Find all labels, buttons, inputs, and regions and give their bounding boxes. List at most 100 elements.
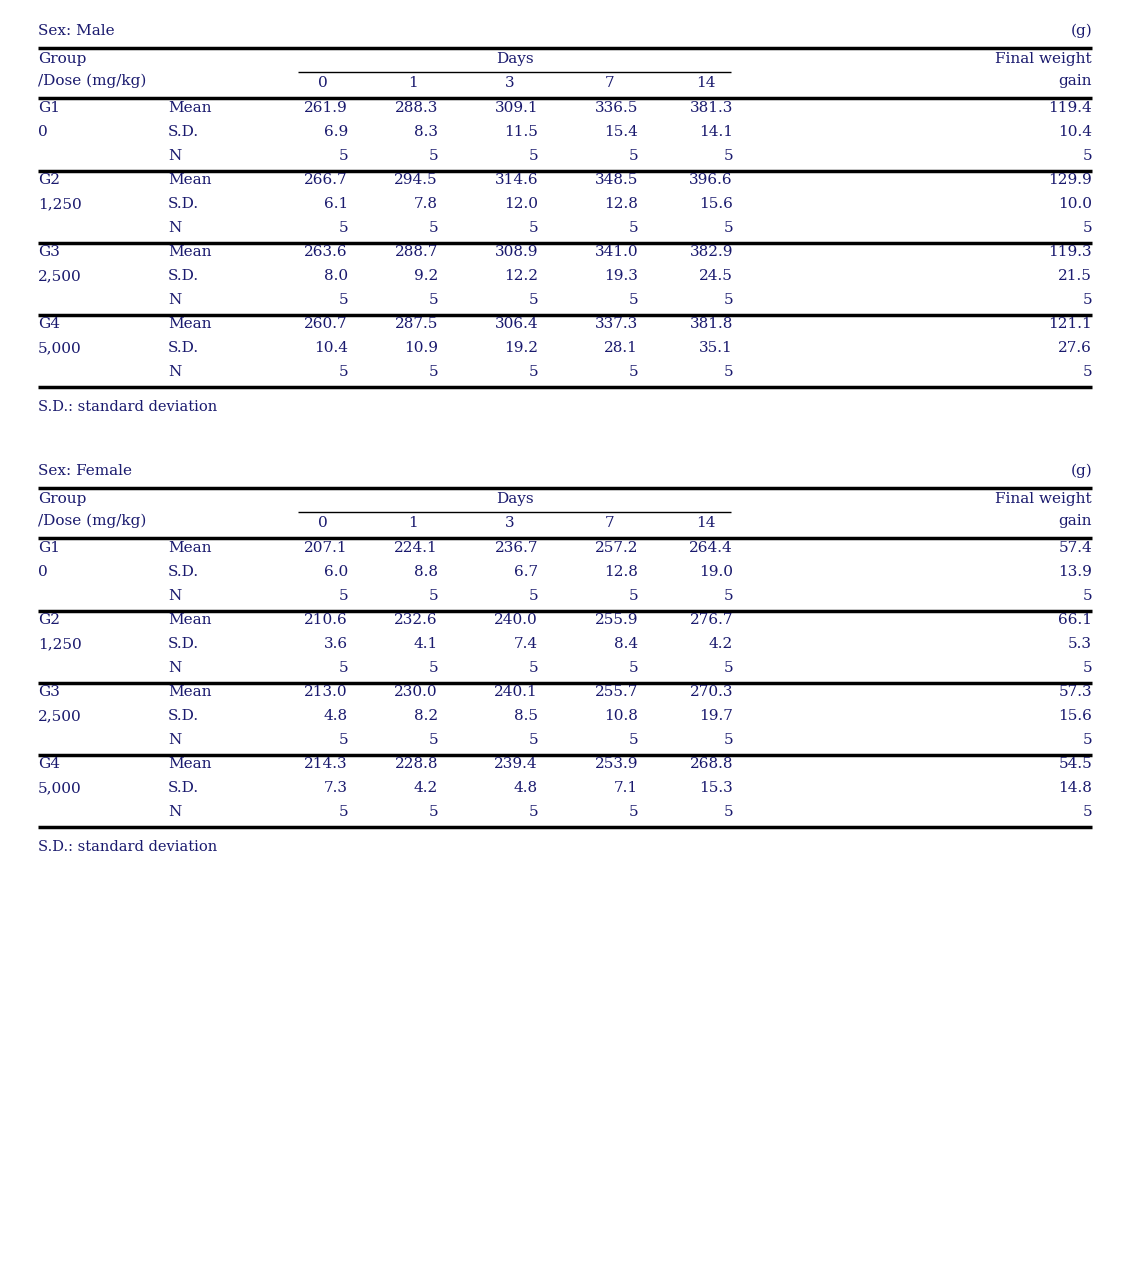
Text: Final weight: Final weight	[996, 492, 1092, 506]
Text: 5: 5	[428, 221, 438, 235]
Text: 9.2: 9.2	[414, 269, 438, 283]
Text: 10.9: 10.9	[405, 341, 438, 355]
Text: 2,500: 2,500	[38, 269, 81, 283]
Text: N: N	[168, 365, 181, 379]
Text: 0: 0	[319, 516, 328, 530]
Text: 5: 5	[1083, 149, 1092, 163]
Text: 232.6: 232.6	[394, 613, 438, 627]
Text: 19.0: 19.0	[699, 566, 733, 580]
Text: 5: 5	[428, 733, 438, 747]
Text: 207.1: 207.1	[304, 541, 348, 555]
Text: S.D.: standard deviation: S.D.: standard deviation	[38, 840, 217, 854]
Text: 230.0: 230.0	[394, 685, 438, 699]
Text: 5: 5	[529, 661, 538, 675]
Text: 5: 5	[628, 661, 638, 675]
Text: 5: 5	[723, 588, 733, 602]
Text: 0: 0	[319, 76, 328, 90]
Text: 6.1: 6.1	[324, 197, 348, 211]
Text: Mean: Mean	[168, 685, 211, 699]
Text: 14: 14	[696, 76, 715, 90]
Text: 288.7: 288.7	[394, 245, 438, 259]
Text: N: N	[168, 149, 181, 163]
Text: 5: 5	[1083, 365, 1092, 379]
Text: 396.6: 396.6	[689, 173, 733, 187]
Text: 5: 5	[428, 365, 438, 379]
Text: /Dose (mg/kg): /Dose (mg/kg)	[38, 74, 147, 89]
Text: 24.5: 24.5	[699, 269, 733, 283]
Text: 21.5: 21.5	[1058, 269, 1092, 283]
Text: 14.8: 14.8	[1058, 780, 1092, 794]
Text: 3: 3	[505, 516, 515, 530]
Text: 264.4: 264.4	[689, 541, 733, 555]
Text: 287.5: 287.5	[394, 316, 438, 330]
Text: 5: 5	[628, 221, 638, 235]
Text: 8.5: 8.5	[514, 709, 538, 723]
Text: 5: 5	[338, 149, 348, 163]
Text: S.D.: standard deviation: S.D.: standard deviation	[38, 400, 217, 414]
Text: 15.6: 15.6	[699, 197, 733, 211]
Text: 5: 5	[723, 805, 733, 819]
Text: 6.9: 6.9	[324, 125, 348, 139]
Text: 5.3: 5.3	[1068, 637, 1092, 651]
Text: 5: 5	[723, 149, 733, 163]
Text: 5: 5	[1083, 588, 1092, 602]
Text: 5: 5	[529, 294, 538, 308]
Text: 263.6: 263.6	[304, 245, 348, 259]
Text: 210.6: 210.6	[304, 613, 348, 627]
Text: 6.7: 6.7	[514, 566, 538, 580]
Text: 5: 5	[338, 733, 348, 747]
Text: 236.7: 236.7	[495, 541, 538, 555]
Text: 308.9: 308.9	[495, 245, 538, 259]
Text: 5: 5	[529, 588, 538, 602]
Text: 14.1: 14.1	[699, 125, 733, 139]
Text: 260.7: 260.7	[304, 316, 348, 330]
Text: G2: G2	[38, 173, 60, 187]
Text: 4.8: 4.8	[514, 780, 538, 794]
Text: 381.8: 381.8	[689, 316, 733, 330]
Text: 5: 5	[628, 733, 638, 747]
Text: G4: G4	[38, 758, 60, 771]
Text: 288.3: 288.3	[394, 100, 438, 114]
Text: 14: 14	[696, 516, 715, 530]
Text: /Dose (mg/kg): /Dose (mg/kg)	[38, 513, 147, 529]
Text: N: N	[168, 661, 181, 675]
Text: 341.0: 341.0	[594, 245, 638, 259]
Text: S.D.: S.D.	[168, 637, 199, 651]
Text: 5: 5	[1083, 221, 1092, 235]
Text: S.D.: S.D.	[168, 780, 199, 794]
Text: 7.3: 7.3	[324, 780, 348, 794]
Text: 5: 5	[1083, 805, 1092, 819]
Text: 12.2: 12.2	[504, 269, 538, 283]
Text: 306.4: 306.4	[495, 316, 538, 330]
Text: 5: 5	[338, 221, 348, 235]
Text: G2: G2	[38, 613, 60, 627]
Text: Mean: Mean	[168, 100, 211, 114]
Text: 5: 5	[428, 294, 438, 308]
Text: N: N	[168, 805, 181, 819]
Text: 12.8: 12.8	[605, 566, 638, 580]
Text: 57.4: 57.4	[1059, 541, 1092, 555]
Text: 6.0: 6.0	[324, 566, 348, 580]
Text: 5: 5	[628, 149, 638, 163]
Text: 257.2: 257.2	[594, 541, 638, 555]
Text: 129.9: 129.9	[1049, 173, 1092, 187]
Text: 35.1: 35.1	[699, 341, 733, 355]
Text: 5: 5	[1083, 733, 1092, 747]
Text: N: N	[168, 733, 181, 747]
Text: 5: 5	[1083, 661, 1092, 675]
Text: 348.5: 348.5	[594, 173, 638, 187]
Text: 8.0: 8.0	[324, 269, 348, 283]
Text: 5: 5	[338, 294, 348, 308]
Text: G3: G3	[38, 245, 60, 259]
Text: 28.1: 28.1	[605, 341, 638, 355]
Text: N: N	[168, 221, 181, 235]
Text: 261.9: 261.9	[304, 100, 348, 114]
Text: 19.3: 19.3	[605, 269, 638, 283]
Text: 255.7: 255.7	[594, 685, 638, 699]
Text: 10.0: 10.0	[1058, 197, 1092, 211]
Text: 5: 5	[428, 661, 438, 675]
Text: 66.1: 66.1	[1058, 613, 1092, 627]
Text: G1: G1	[38, 541, 60, 555]
Text: 15.4: 15.4	[605, 125, 638, 139]
Text: 239.4: 239.4	[495, 758, 538, 771]
